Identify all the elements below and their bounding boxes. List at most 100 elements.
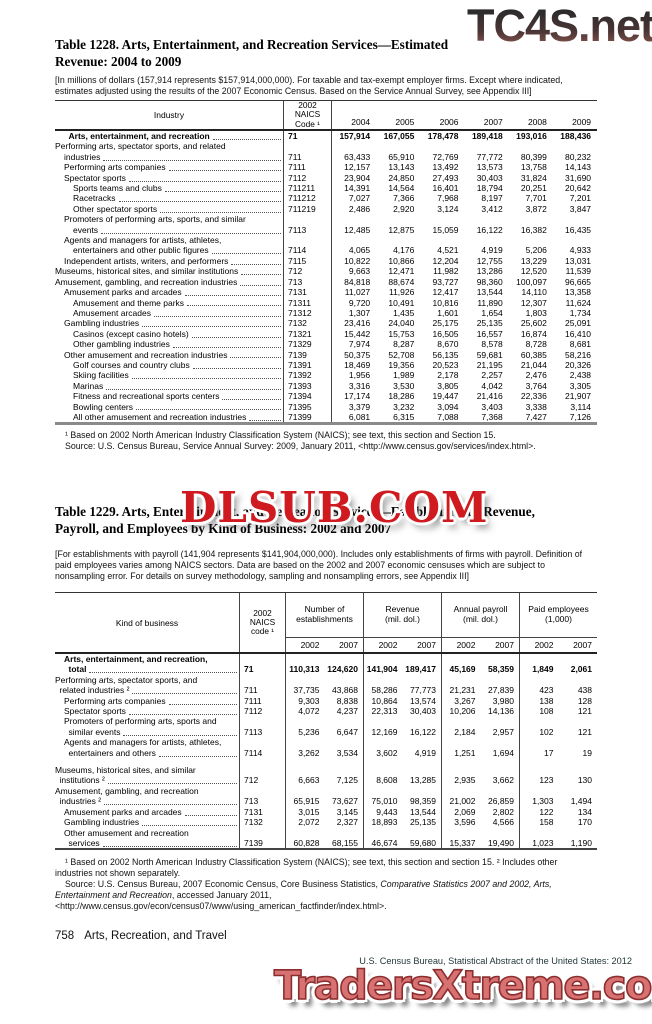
row-label-line: Other spectator sports [55, 204, 283, 214]
row-label-cell: Amusement, gambling, and recreation indu… [55, 277, 283, 287]
naics-code: 7111 [288, 162, 306, 173]
value: 58,286 [371, 685, 398, 696]
value-cell: 93,727 [420, 277, 464, 287]
value: 134 [577, 806, 592, 817]
row-label: Promoters of performing arts, sports and [64, 716, 217, 727]
table-row: Agents and managers for artists, athlete… [55, 737, 597, 759]
value: 3,872 [525, 203, 547, 214]
year-subheader: 2007 [573, 640, 592, 650]
value-cell: 20,251 [509, 183, 553, 193]
value-cell: 25,135 [403, 817, 442, 827]
value-cell: 37,735 [285, 674, 325, 696]
row-label-cell: Gambling industries [55, 817, 239, 827]
naics-code: 7139 [244, 837, 263, 848]
value: 2,920 [393, 203, 415, 214]
table1228-title-line1: Table 1228. Arts, Entertainment, and Rec… [55, 37, 449, 52]
value-cell: 77,772 [465, 141, 509, 162]
value-cell: 19,447 [420, 391, 464, 401]
naics-code: 711 [244, 685, 258, 696]
value: 13,286 [476, 266, 503, 277]
value-cell: 2,061 [559, 654, 598, 675]
naics-code: 71321 [288, 328, 312, 339]
row-label: Casinos (except casino hotels) [73, 328, 189, 339]
value-cell: 13,573 [465, 162, 509, 172]
row-label-cell: Amusement parks and arcades [55, 807, 239, 817]
leader-dots [153, 308, 281, 317]
naics-code: 7115 [288, 255, 307, 266]
value-cell: 4,042 [465, 381, 509, 391]
leader-dots [192, 360, 281, 369]
table-row: Amusement parks and arcades 7131 11,027 11,… [55, 287, 597, 298]
value-cell: 9,443 [363, 806, 403, 818]
leader-dots [230, 350, 281, 359]
value-cell: 80,232 [553, 141, 597, 162]
year-column-header: 2009 [572, 117, 592, 127]
table1229-title-line1: Table 1229. Arts, Entertainment, and Rec… [55, 504, 535, 519]
value-cell: 124,620 [325, 654, 364, 675]
value-cell: 16,874 [509, 329, 553, 339]
naics-code: 71391 [288, 359, 312, 370]
column-group: Paid employees (1,000) 2002 2007 [519, 593, 597, 652]
naics-code-cell: 71311 [283, 297, 332, 308]
value: 2,072 [298, 817, 320, 828]
row-label-line: related industries ² [55, 685, 239, 695]
value: 14,110 [521, 287, 547, 298]
table1228-header-row: Industry 2002 NAICS Code ¹ 2004 2005 2006 2… [55, 100, 597, 131]
value-cell: 73,627 [325, 786, 364, 807]
row-label: Other gambling industries [73, 339, 170, 350]
value: 7,088 [437, 411, 459, 422]
value-cell: 12,485 [332, 214, 376, 235]
table1229: Kind of business 2002 NAICS code ¹ Numbe… [55, 592, 598, 851]
value: 93,727 [432, 276, 459, 287]
value: 4,237 [336, 706, 358, 717]
value: 14,136 [488, 706, 514, 717]
value-cell: 141,904 [363, 654, 403, 675]
value: 20,251 [520, 183, 547, 194]
table-row: Museums, historical sites, and similar i… [55, 266, 597, 277]
value: 7,201 [569, 193, 592, 204]
row-label-line: Amusement, gambling, and recreation indu… [55, 277, 283, 287]
value-cell: 123 [519, 758, 559, 786]
column-group-label: Annual payroll (mil. dol.) [442, 593, 519, 638]
value-cell: 14,110 [509, 287, 553, 297]
value-cell: 1,601 [420, 308, 464, 318]
value-cell: 8,197 [465, 193, 509, 203]
row-label-line: events [55, 225, 283, 235]
value: 7,974 [348, 339, 371, 350]
leader-dots [89, 664, 237, 674]
source-text: Source: U.S. Census Bureau, 2007 Economi… [65, 879, 381, 890]
value-cell: 10,816 [420, 298, 464, 308]
row-label-cell: Agents and managers for artists, athlete… [55, 235, 283, 256]
value-cell: 13,358 [553, 287, 597, 297]
value-cell: 1,734 [553, 308, 597, 318]
value-cell: 63,433 [332, 141, 376, 162]
leader-dots [249, 412, 281, 421]
row-label-line: All other amusement and recreation indus… [55, 412, 283, 422]
table-row: Agents and managers for artists, athlete… [55, 235, 597, 256]
value: 178,478 [427, 131, 459, 141]
value-cell: 170 [559, 817, 598, 827]
leader-dots [131, 370, 281, 380]
row-label-line: Performing arts, spectator sports, and [55, 675, 239, 685]
leader-dots [106, 381, 281, 390]
value-cell: 14,136 [481, 706, 520, 716]
value: 20,326 [565, 359, 592, 370]
value-cell: 3,534 [325, 737, 364, 758]
value-cell: 15,753 [376, 329, 420, 339]
value: 30,403 [410, 706, 436, 717]
value-cell: 1,251 [441, 737, 481, 759]
leader-dots [118, 193, 281, 203]
row-label: Performing arts, spectator sports, and r… [55, 141, 226, 152]
row-label: Performing arts companies [64, 162, 166, 173]
value: 9,303 [298, 695, 320, 706]
value-cell: 11,027 [332, 287, 376, 297]
value-cell: 3,232 [376, 402, 420, 412]
value-cell: 8,608 [363, 758, 403, 786]
value-cell: 188,436 [553, 131, 597, 141]
value-cell: 8,728 [509, 339, 553, 349]
value: 2,802 [492, 806, 514, 817]
naics-code-cell: 713 [283, 276, 332, 288]
group-label-line: (1,000) [545, 614, 572, 624]
value: 141,904 [366, 664, 398, 675]
value: 1,803 [525, 307, 547, 318]
